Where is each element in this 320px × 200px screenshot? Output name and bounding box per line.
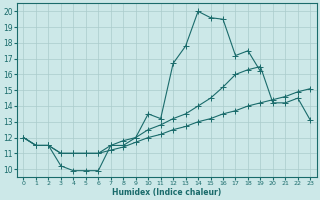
X-axis label: Humidex (Indice chaleur): Humidex (Indice chaleur) (112, 188, 221, 197)
